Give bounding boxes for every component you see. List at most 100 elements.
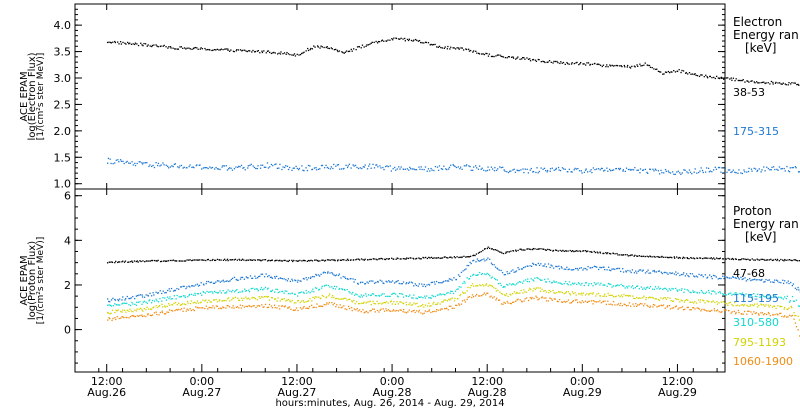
data-point	[590, 169, 592, 171]
data-point	[734, 80, 736, 82]
data-point	[699, 301, 701, 303]
data-point	[290, 308, 292, 310]
data-point	[352, 278, 354, 280]
data-point	[190, 309, 193, 312]
data-point	[680, 307, 682, 309]
data-point	[263, 166, 266, 168]
data-point	[217, 168, 220, 170]
data-point	[768, 306, 770, 308]
data-point	[302, 307, 304, 309]
data-point	[494, 249, 496, 251]
data-point	[795, 326, 798, 328]
x-tick-date: Aug.28	[468, 386, 507, 399]
data-point	[493, 170, 496, 172]
data-point	[349, 298, 351, 300]
data-point	[718, 311, 720, 313]
data-point	[696, 74, 699, 77]
data-point	[335, 274, 338, 276]
data-point	[642, 169, 645, 171]
data-point	[692, 307, 695, 309]
data-point	[645, 287, 648, 289]
data-point	[537, 58, 539, 61]
data-point	[212, 258, 214, 261]
data-point	[641, 169, 644, 172]
data-point	[663, 271, 665, 274]
data-point	[313, 276, 315, 278]
data-point	[384, 258, 386, 260]
data-point	[630, 305, 632, 307]
data-point	[697, 307, 700, 309]
proton-data	[106, 246, 800, 337]
data-point	[615, 284, 618, 287]
data-point	[694, 73, 696, 75]
data-point	[215, 291, 217, 294]
data-point	[685, 299, 688, 301]
data-point	[711, 301, 713, 303]
data-point	[393, 292, 395, 294]
data-point	[213, 307, 216, 309]
data-point	[572, 300, 574, 302]
data-point	[551, 281, 554, 284]
data-point	[323, 303, 325, 306]
data-point	[183, 47, 186, 49]
data-point	[283, 259, 285, 262]
data-point	[256, 277, 259, 279]
data-point	[451, 290, 453, 293]
data-point	[357, 310, 359, 312]
data-point	[379, 165, 381, 167]
data-point	[784, 258, 786, 261]
data-point	[434, 283, 436, 285]
data-point	[324, 272, 326, 274]
data-point	[264, 303, 267, 306]
data-point	[595, 283, 597, 286]
data-point	[579, 293, 581, 295]
data-point	[774, 313, 776, 316]
data-point	[117, 304, 120, 306]
data-point	[798, 289, 800, 291]
data-point	[709, 310, 711, 312]
data-point	[517, 292, 519, 294]
data-point	[472, 169, 474, 172]
data-point	[164, 292, 166, 294]
data-point	[127, 261, 129, 263]
data-point	[606, 285, 608, 288]
data-point	[467, 296, 469, 298]
data-point	[111, 319, 113, 322]
data-point	[685, 273, 688, 275]
data-point	[362, 302, 364, 304]
data-point	[117, 300, 120, 302]
data-point	[606, 167, 608, 169]
data-point	[238, 165, 240, 168]
data-point	[686, 256, 688, 259]
data-point	[721, 77, 723, 79]
data-point	[731, 303, 733, 306]
data-point	[368, 165, 370, 167]
data-point	[668, 304, 671, 307]
data-point	[548, 291, 550, 294]
data-point	[597, 268, 600, 271]
data-point	[267, 260, 269, 262]
proton-legend-series-47-68: 47-68	[733, 267, 765, 280]
data-point	[571, 291, 574, 293]
data-point	[363, 301, 365, 303]
data-point	[440, 294, 442, 296]
data-point	[475, 165, 477, 167]
data-point	[648, 272, 650, 274]
data-point	[723, 277, 725, 280]
data-point	[585, 282, 587, 284]
data-point	[289, 300, 291, 302]
data-point	[232, 50, 235, 52]
data-point	[335, 286, 338, 288]
data-point	[299, 53, 302, 56]
data-point	[209, 301, 211, 303]
data-point	[573, 268, 575, 271]
data-point	[577, 167, 579, 170]
data-point	[419, 168, 421, 170]
data-point	[681, 172, 683, 174]
data-point	[647, 64, 649, 67]
data-point	[576, 61, 578, 64]
data-point	[212, 305, 214, 307]
data-point	[732, 293, 734, 295]
data-point	[471, 294, 474, 296]
data-point	[156, 306, 159, 309]
